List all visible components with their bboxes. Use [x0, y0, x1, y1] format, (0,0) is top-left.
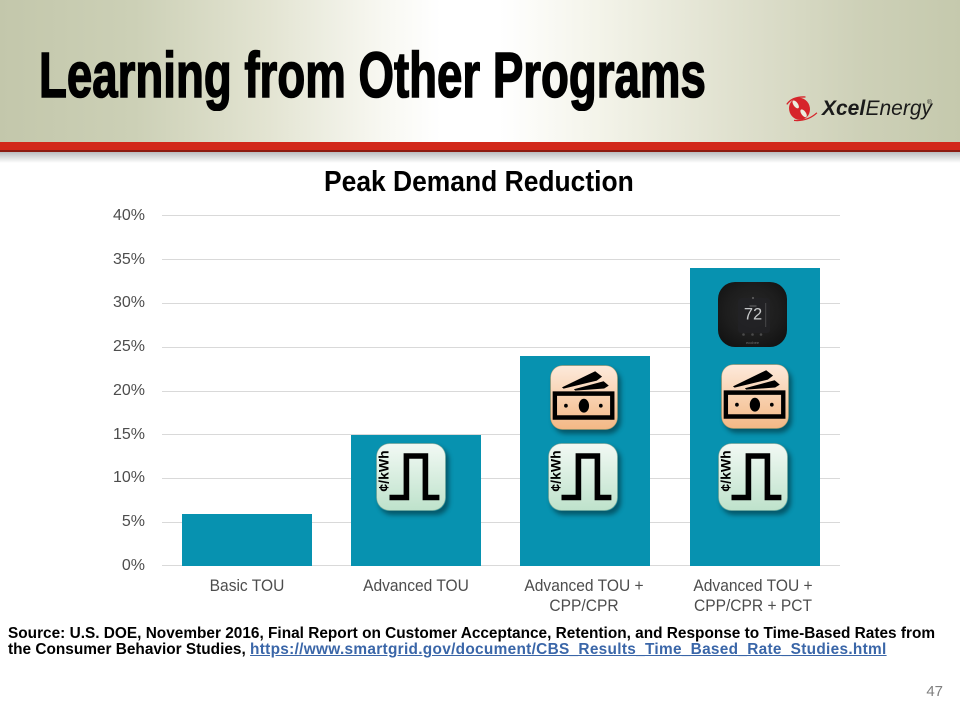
svg-text:ecobee: ecobee [746, 340, 760, 345]
svg-text:72: 72 [744, 306, 762, 324]
svg-text:¢/kWh: ¢/kWh [376, 450, 392, 491]
svg-text:Energy: Energy [866, 97, 934, 120]
svg-text:Xcel: Xcel [821, 97, 866, 120]
svg-text:¢/kWh: ¢/kWh [548, 450, 564, 491]
svg-text:¢/kWh: ¢/kWh [718, 450, 734, 491]
svg-text:®: ® [927, 98, 932, 106]
